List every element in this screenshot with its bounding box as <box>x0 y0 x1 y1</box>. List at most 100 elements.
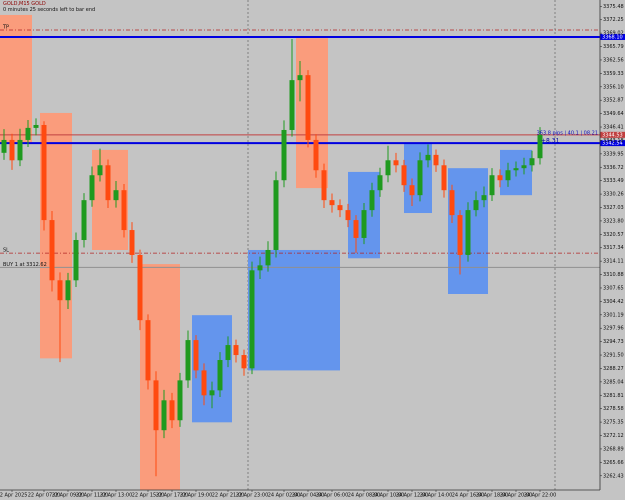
candle-body <box>393 160 399 166</box>
y-tick-label: 3288.27 <box>603 366 624 372</box>
y-tick-label: 3349.64 <box>603 111 624 117</box>
y-tick-label: 3317.34 <box>603 245 624 251</box>
candle-body <box>161 400 167 431</box>
candle-body <box>281 129 287 181</box>
y-tick-label: 3369.02 <box>603 31 624 37</box>
candle-body <box>225 345 231 361</box>
y-tick-label: 3268.89 <box>603 446 624 452</box>
x-tick-label: 24 Apr 14:00 <box>420 493 453 499</box>
price-tag <box>600 33 625 40</box>
candle-body <box>129 230 135 255</box>
candle-body <box>177 380 183 421</box>
x-tick-label: 24 Apr 04:00 <box>292 493 325 499</box>
candle-body <box>489 175 495 196</box>
y-tick-label: 3339.95 <box>603 151 624 157</box>
candle-body <box>369 190 375 211</box>
candle-body <box>537 134 543 159</box>
x-tick-label: 22 Apr 09:00 <box>52 493 85 499</box>
candle-body <box>401 165 407 186</box>
trade-info: 363.8 pips | 40.1 | 08.21 <box>537 131 598 137</box>
candle-body <box>441 165 447 191</box>
y-tick-label: 3272.12 <box>603 433 624 439</box>
candle-body <box>169 400 175 421</box>
y-tick-label: 3297.96 <box>603 326 624 332</box>
x-tick-label: 24 Apr 16:00 <box>452 493 485 499</box>
chart-title: GOLD,M15 GOLD <box>3 1 46 7</box>
candle-body <box>145 320 151 381</box>
candles <box>1 39 543 477</box>
x-tick-label: 24 Apr 20:00 <box>500 493 533 499</box>
candle-body <box>409 185 415 196</box>
zone <box>248 249 340 371</box>
level-label: TP <box>2 25 9 31</box>
candle-body <box>529 158 535 166</box>
candle-body <box>433 154 439 166</box>
y-tick-label: 3301.19 <box>603 312 624 318</box>
candle-body <box>233 345 239 356</box>
candle-body <box>9 139 15 161</box>
y-tick-label: 3307.65 <box>603 285 624 291</box>
candle-body <box>121 190 127 231</box>
x-tick-label: 24 Apr 22:00 <box>524 493 557 499</box>
candle-body <box>321 170 327 201</box>
x-tick-label: 24 Apr 10:00 <box>372 493 405 499</box>
candle-body <box>265 249 271 266</box>
price-tag <box>600 131 625 138</box>
y-tick-label: 3375.48 <box>603 4 624 10</box>
price-tag-label: 3344.53 <box>602 132 623 138</box>
levels: TP 3368.10 3344.53 3342.54 SL BUY 1 at 3312.6… <box>0 25 625 268</box>
y-tick-label: 3278.58 <box>603 406 624 412</box>
y-tick-label: 3323.80 <box>603 218 624 224</box>
candle-body <box>497 175 503 181</box>
y-tick-label: 3262.43 <box>603 473 624 479</box>
x-tick-label: 22 Apr 17:00 <box>156 493 189 499</box>
price-tag <box>600 140 625 147</box>
candle-body <box>449 190 455 216</box>
candle-body <box>361 210 367 238</box>
chart-subtitle: 0 minutes 25 seconds left to bar end <box>3 7 95 13</box>
y-tick-label: 3310.88 <box>603 272 624 278</box>
candle-body <box>305 75 311 140</box>
candle-body <box>513 168 519 171</box>
axes: 3262.43 3265.66 3268.89 3272.12 3275.35 3278.… <box>0 4 624 499</box>
candle-body <box>425 154 431 161</box>
x-tick-label: 24 Apr 12:00 <box>396 493 429 499</box>
candle-body <box>209 390 215 396</box>
y-tick-label: 3359.33 <box>603 71 624 77</box>
y-tick-label: 3320.57 <box>603 232 624 238</box>
y-tick-label: 3285.04 <box>603 379 624 385</box>
candle-body <box>57 280 63 301</box>
y-tick-label: 3327.03 <box>603 205 624 211</box>
x-tick-label: 22 Apr 15:00 <box>132 493 165 499</box>
candle-body <box>257 265 263 271</box>
x-tick-label: 22 Apr 19:00 <box>180 493 213 499</box>
candle-body <box>201 370 207 396</box>
candle-body <box>41 124 47 221</box>
x-tick-label: 22 Apr 21:00 <box>212 493 245 499</box>
candle-body <box>81 200 87 241</box>
candle-body <box>313 139 319 171</box>
y-tick-label: 3336.72 <box>603 165 624 171</box>
profit: +8.31 <box>541 138 560 145</box>
candle-body <box>345 210 351 221</box>
y-tick-label: 3304.42 <box>603 299 624 305</box>
candle-body <box>337 205 343 211</box>
candle-body <box>65 280 71 301</box>
zone <box>296 38 328 189</box>
candle-body <box>73 240 79 281</box>
candle-body <box>273 180 279 250</box>
zone <box>0 14 32 144</box>
y-tick-label: 3333.49 <box>603 178 624 184</box>
x-tick-label: 24 Apr 02:00 <box>268 493 301 499</box>
candle-body <box>105 165 111 201</box>
x-tick-label: 22 Apr 23:00 <box>236 493 269 499</box>
y-tick-label: 3314.11 <box>603 259 624 265</box>
candle-body <box>193 340 199 371</box>
x-tick-label: 24 Apr 08:00 <box>348 493 381 499</box>
y-tick-label: 3343.18 <box>603 138 624 144</box>
y-tick-label: 3330.26 <box>603 192 624 198</box>
y-tick-label: 3281.81 <box>603 393 624 399</box>
candle-body <box>217 360 223 391</box>
